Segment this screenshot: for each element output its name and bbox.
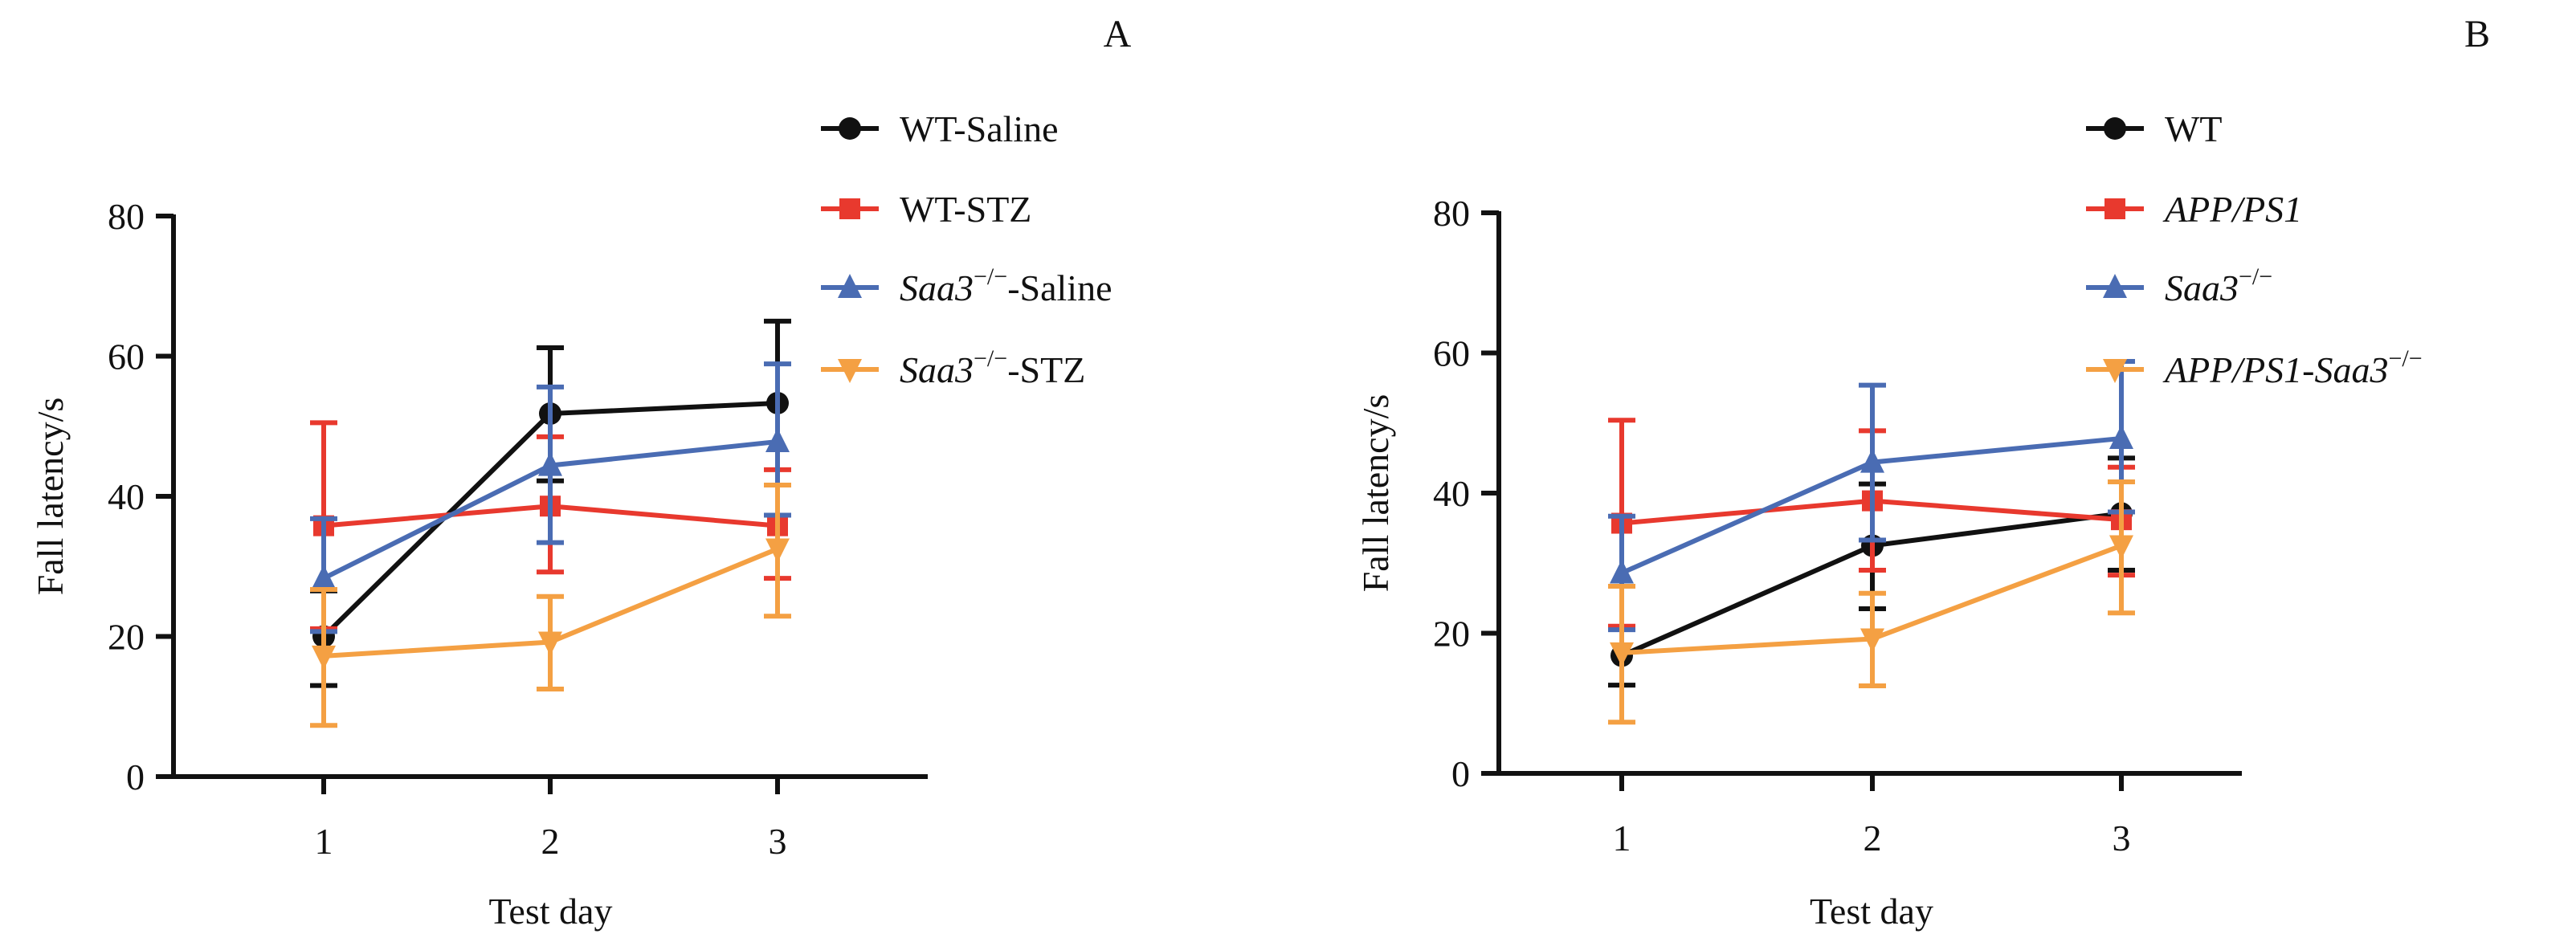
legend-label-text: WT [2165, 108, 2223, 149]
x-tick-label: 1 [315, 821, 333, 862]
data-point [1860, 628, 1884, 653]
y-axis-label: Fall latency/s [1355, 394, 1396, 593]
legend-label-italic: APP/PS1-Saa3 [2162, 349, 2389, 390]
panel-label-b: B [2464, 13, 2490, 55]
legend-label: Saa3−/−-Saline [900, 263, 1112, 308]
legend-label-italic: APP/PS1 [2162, 189, 2302, 230]
y-tick-label: 40 [1433, 473, 1470, 514]
data-point [765, 538, 790, 563]
legend-label-italic: Saa3 [900, 349, 974, 390]
y-tick-label: 20 [1433, 614, 1470, 655]
y-tick-label: 80 [108, 196, 145, 237]
data-point [1610, 642, 1634, 667]
legend-marker [839, 117, 861, 140]
y-tick-label: 40 [108, 476, 145, 517]
y-tick-label: 20 [108, 617, 145, 658]
y-tick-label: 0 [1451, 753, 1470, 794]
legend-label-italic: Saa3 [2165, 267, 2239, 308]
y-tick-label: 0 [126, 757, 145, 797]
legend-marker [2104, 117, 2126, 140]
legend-item: Saa3−/−-Saline [821, 263, 1112, 308]
chart-a: 0 20 40 60 80 1 2 3 Test day Fall latency/s WT-Sal… [30, 108, 1112, 932]
legend-item: WT-Saline [821, 108, 1059, 149]
legend-item: WT-STZ [821, 189, 1031, 230]
data-point [538, 451, 562, 476]
legend-label-superscript: −/− [2389, 345, 2423, 372]
x-tick-label: 1 [1613, 818, 1631, 859]
series-3 [310, 483, 791, 728]
legend-marker [838, 359, 862, 383]
legend-label: WT-STZ [900, 189, 1031, 230]
x-axis-label: Test day [1810, 891, 1933, 932]
data-point [312, 565, 336, 589]
legend-label: APP/PS1 [2162, 189, 2302, 230]
series-3 [1608, 479, 2135, 725]
data-point [765, 427, 790, 452]
legend-item: APP/PS1-Saa3−/− [2086, 345, 2423, 390]
y-tick-label: 60 [1433, 333, 1470, 374]
legend-label: Saa3−/−-STZ [900, 345, 1085, 390]
legend-marker [2104, 198, 2125, 219]
x-tick-label: 3 [2113, 818, 2131, 859]
y-axis-label: Fall latency/s [30, 398, 71, 596]
legend-label-text: WT-Saline [900, 108, 1059, 149]
data-point [1860, 448, 1884, 473]
legend-label-superscript: −/− [974, 345, 1007, 372]
legend-label: Saa3−/− [2165, 263, 2272, 308]
data-point [538, 631, 562, 656]
x-tick-label: 2 [1864, 818, 1882, 859]
legend-item: APP/PS1 [2086, 189, 2302, 230]
legend-label-suffix: -STZ [1007, 349, 1085, 390]
data-point [1610, 559, 1634, 584]
y-tick-label: 60 [108, 336, 145, 377]
legend-label-italic: Saa3 [900, 267, 974, 308]
panel-label-a: A [1104, 13, 1132, 55]
x-axis-label: Test day [489, 891, 613, 932]
x-tick-label: 2 [541, 821, 560, 862]
legend-marker [2103, 359, 2127, 383]
legend-label: WT-Saline [900, 108, 1059, 149]
legend-marker [2103, 274, 2127, 298]
data-point [2109, 535, 2133, 560]
data-point [2109, 424, 2133, 449]
x-tick-label: 3 [769, 821, 787, 862]
legend-label: APP/PS1-Saa3−/− [2162, 345, 2423, 390]
legend-label-text: WT-STZ [900, 189, 1031, 230]
legend-label-superscript: −/− [2239, 263, 2272, 290]
legend-marker [838, 274, 862, 298]
chart-b: 0 20 40 60 80 1 2 3 Test day Fall latency/s WT APP/… [1355, 108, 2423, 932]
legend-label-superscript: −/− [974, 263, 1007, 290]
legend-item: Saa3−/−-STZ [821, 345, 1085, 390]
legend-item: WT [2086, 108, 2223, 149]
legend-label-suffix: -Saline [1007, 267, 1112, 308]
data-point [312, 645, 336, 670]
legend-marker [839, 198, 860, 219]
legend-item: Saa3−/− [2086, 263, 2272, 308]
legend-label: WT [2165, 108, 2223, 149]
y-tick-label: 80 [1433, 193, 1470, 234]
